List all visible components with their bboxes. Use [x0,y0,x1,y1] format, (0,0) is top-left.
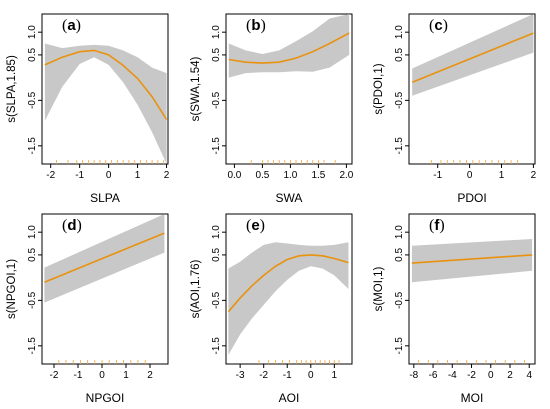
x-tick-label: -2 [259,370,268,381]
panel-label: (d) [62,217,82,234]
y-tick-label: -1.5 [394,337,405,355]
panel-6: -8 -6 -4 -2 0 2 4 -1.5 -0.5 0.5 1.0 MOI s(MOI,1) (f) [373,213,536,405]
x-tick-label: -1 [433,170,442,181]
y-tick-label: -1.5 [211,137,222,155]
y-tick-label: 1.0 [211,225,222,239]
y-axis-label: s(PDOI,1) [373,63,385,114]
y-axis-label: s(MOI,1) [373,266,385,311]
panel-3: -1 0 1 2 -1.5 -0.5 0.5 1.0 PDOI s(PDOI,1) (c) [373,13,537,205]
panel-2: 0.0 0.5 1.0 1.5 2.0 -1.5 -0.5 0.5 1.0 SWA s(SWA,1.… [190,13,354,205]
y-tick-label: 1.0 [394,225,405,239]
x-tick-label: 0.5 [255,170,269,181]
y-tick-label: 0.5 [211,248,222,262]
y-axis-label: s(SWA,1.54) [190,56,202,121]
x-tick-label: 0.0 [227,170,241,181]
x-tick-label: -1 [75,170,84,181]
panel-5: -3 -2 -1 0 1 -1.5 -0.5 0.5 1.0 AOI s(AOI,1.76) (e) [190,213,353,405]
y-tick-label: -1.5 [27,337,38,355]
panel-label: (b) [246,17,266,34]
y-tick-label: -0.5 [211,91,222,109]
y-tick-label: 1.0 [27,225,38,239]
confidence-band [228,242,349,355]
y-tick-label: -0.5 [394,91,405,109]
y-tick-label: -0.5 [211,291,222,309]
fitted-curve [227,254,349,313]
panel-label: (e) [246,217,265,234]
y-tick-label: -1.5 [394,137,405,155]
panel-frame [408,213,536,365]
x-tick-label: 0 [106,170,112,181]
x-axis-label: MOI [461,391,484,405]
x-tick-label: 2 [531,170,537,181]
x-tick-label: -2 [467,370,476,381]
x-tick-label: -2 [46,170,55,181]
panel-label: (c) [429,17,448,34]
panel-label: (f) [429,217,445,234]
y-tick-label: 0.5 [394,248,405,262]
x-tick-label: 1 [135,170,141,181]
x-tick-label: -4 [448,370,457,381]
y-tick-label: 0.5 [394,48,405,62]
x-axis-label: NPGOI [86,391,125,405]
y-tick-label: -0.5 [27,291,38,309]
panel-4: -2 -1 0 1 2 -1.5 -0.5 0.5 1.0 NPGOI s(NPGOI,1) (d) [6,213,169,405]
fitted-curve [228,32,350,64]
x-tick-label: 0 [308,370,314,381]
fitted-curve [44,232,165,283]
x-tick-label: 1 [123,370,129,381]
y-tick-label: 1.0 [394,25,405,39]
y-axis-label: s(NPGOI,1) [6,259,18,319]
y-tick-label: -0.5 [394,291,405,309]
confidence-band [411,239,533,283]
x-tick-label: 0 [488,370,494,381]
y-tick-label: 0.5 [27,248,38,262]
y-tick-label: 0.5 [211,48,222,62]
x-tick-label: -6 [429,370,438,381]
panel-label: (a) [62,17,81,34]
x-tick-label: 2 [164,170,170,181]
y-tick-label: 1.0 [27,25,38,39]
x-tick-label: -1 [283,370,292,381]
x-axis-label: SLPA [90,191,120,205]
x-axis-label: AOI [279,391,300,405]
x-tick-label: 2 [147,370,153,381]
x-tick-label: 4 [526,370,532,381]
x-tick-label: -2 [50,370,59,381]
fitted-curve [411,254,533,264]
y-tick-label: -1.5 [211,337,222,355]
y-axis-label: s(AOI,1.76) [190,259,202,318]
fitted-curve [44,49,168,120]
y-tick-label: -1.5 [27,137,38,155]
x-axis-label: SWA [276,191,303,205]
x-tick-label: -8 [409,370,418,381]
x-tick-label: 1 [332,370,338,381]
y-axis-label: s(SLPA,1.85) [6,55,18,123]
confidence-band [228,14,350,78]
x-tick-label: 0 [467,170,473,181]
x-tick-label: 1 [499,170,505,181]
x-tick-label: -1 [74,370,83,381]
x-tick-label: 1.0 [283,170,297,181]
y-tick-label: 1.0 [211,25,222,39]
x-tick-label: 1.5 [311,170,325,181]
fitted-curve [411,32,534,83]
x-tick-label: 0 [99,370,105,381]
confidence-band [412,14,534,96]
confidence-band [44,43,167,164]
y-tick-label: 0.5 [27,48,38,62]
x-axis-label: PDOI [457,191,486,205]
x-tick-label: -3 [236,370,245,381]
panel-1: -2 -1 0 1 2 -1.5 -0.5 0.5 1.0 SLPA s(SLPA,1.85) (a) [6,13,170,205]
y-tick-label: -0.5 [27,91,38,109]
x-tick-label: 2 [507,370,513,381]
x-tick-label: 2.0 [339,170,353,181]
